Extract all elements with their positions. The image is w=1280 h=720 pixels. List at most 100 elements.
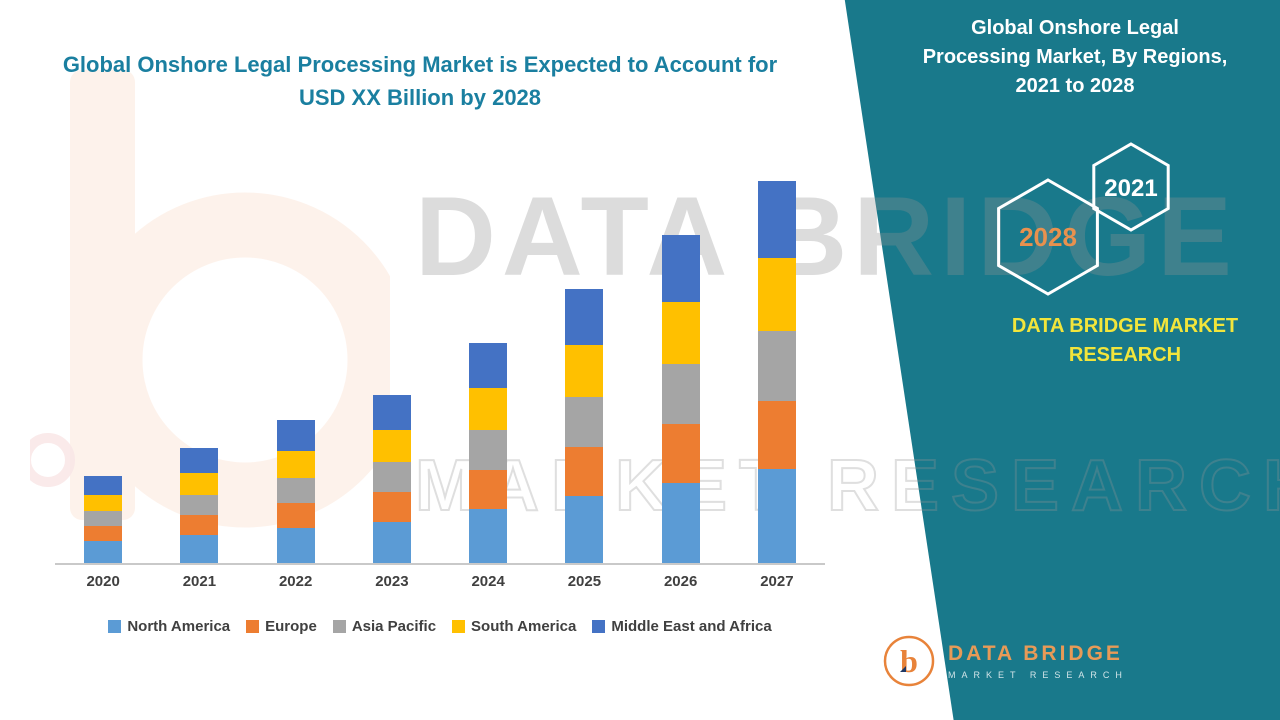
bar-column-2020 xyxy=(55,165,151,563)
legend-item: Asia Pacific xyxy=(332,618,437,635)
x-axis-label: 2021 xyxy=(182,573,217,590)
bar-stack xyxy=(469,343,508,563)
legend-swatch xyxy=(592,620,606,633)
legend-swatch xyxy=(108,620,122,633)
bar-segment xyxy=(84,495,123,511)
x-axis-label: 2026 xyxy=(663,573,698,590)
legend-label: Europe xyxy=(265,618,317,635)
bar-segment xyxy=(180,448,219,473)
hexagon-2021-shape xyxy=(1092,142,1170,232)
year-hexagons: 2028 2021 xyxy=(997,142,1170,296)
bar-segment xyxy=(565,345,604,397)
bar-segment xyxy=(276,528,315,563)
bar-stack xyxy=(372,395,411,563)
bar-segment xyxy=(757,258,796,331)
plot-area xyxy=(55,165,825,565)
footer-logo: b DATA BRIDGE MARKET RESEARCH xyxy=(882,634,1128,688)
footer-logo-name: DATA BRIDGE xyxy=(948,642,1123,665)
footer-logo-tagline: MARKET RESEARCH xyxy=(948,670,1128,680)
bar-stack xyxy=(180,448,219,563)
bar-stack xyxy=(661,235,700,563)
watermark-text-line2: MARKET RESEARCH xyxy=(414,445,1280,527)
bar-segment xyxy=(757,469,796,563)
legend-label: Middle East and Africa xyxy=(611,618,772,635)
hexagon-2028-shape xyxy=(997,178,1099,296)
footer-logo-text: DATA BRIDGE MARKET RESEARCH xyxy=(948,642,1128,680)
bar-column-2022 xyxy=(248,165,344,563)
bar-segment xyxy=(276,503,315,528)
bar-segment xyxy=(661,364,700,424)
hexagon-2028-label: 2028 xyxy=(1019,222,1077,252)
footer-logo-b-icon: b xyxy=(883,635,935,687)
bar-segment xyxy=(469,509,508,563)
bar-segment xyxy=(372,430,411,462)
brand-name-text: DATA BRIDGE MARKET RESEARCH xyxy=(1011,315,1239,366)
bar-segment xyxy=(276,451,315,478)
legend-label: South America xyxy=(471,618,577,635)
bar-segment xyxy=(372,492,411,522)
legend-swatch xyxy=(452,620,466,633)
bar-segment xyxy=(469,343,508,388)
legend-item: South America xyxy=(452,618,576,635)
legend-item: North America xyxy=(108,618,230,635)
bar-stack xyxy=(757,181,796,563)
bar-column-2023 xyxy=(344,165,440,563)
bar-segment xyxy=(757,181,796,258)
x-axis-label: 2022 xyxy=(278,573,313,590)
legend-label: North America xyxy=(127,618,231,635)
legend-item: Europe xyxy=(246,618,317,635)
bar-segment xyxy=(661,302,700,364)
bar-segment xyxy=(469,470,508,509)
bar-segment xyxy=(565,496,604,563)
bar-segment xyxy=(180,535,219,563)
bar-segment xyxy=(661,424,700,483)
bar-segment xyxy=(372,462,411,492)
bar-stack xyxy=(84,476,123,563)
x-axis-label: 2023 xyxy=(375,573,409,590)
chart-title: Global Onshore Legal Processing Market i… xyxy=(62,52,778,110)
bar-segment xyxy=(372,522,411,563)
watermark-text-line1: DATA BRIDGE xyxy=(415,174,1238,299)
svg-text:b: b xyxy=(900,643,918,679)
brand-b-watermark-icon xyxy=(30,70,390,528)
bar-segment xyxy=(565,447,604,496)
bar-segment xyxy=(565,397,604,447)
bar-segment xyxy=(565,289,604,345)
x-axis-label: 2025 xyxy=(567,573,602,590)
bar-segment xyxy=(757,331,796,401)
bar-segment xyxy=(84,541,123,563)
bar-segment xyxy=(276,478,315,503)
x-axis-label: 2027 xyxy=(760,573,794,590)
bar-segment xyxy=(180,473,219,495)
bar-segment xyxy=(84,526,123,541)
bar-column-2021 xyxy=(151,165,247,563)
bar-segment xyxy=(757,401,796,469)
bar-stack xyxy=(565,289,604,563)
bar-stack xyxy=(276,420,315,563)
legend-swatch xyxy=(246,620,260,633)
chart-legend: North America Europe Asia Pacific South Ame… xyxy=(55,618,825,635)
bar-segment xyxy=(84,476,123,495)
legend-swatch xyxy=(332,620,346,633)
bar-column-2027 xyxy=(729,165,825,563)
bar-segment xyxy=(84,511,123,526)
bar-segment xyxy=(276,420,315,451)
x-axis-label: 2024 xyxy=(471,573,505,590)
bar-segment xyxy=(180,515,219,535)
bar-segment xyxy=(469,430,508,470)
legend-item: Middle East and Africa xyxy=(592,618,772,635)
right-panel-title: Global Onshore Legal Processing Market, … xyxy=(915,14,1235,101)
legend-label: Asia Pacific xyxy=(351,618,437,635)
bar-segment xyxy=(661,235,700,302)
bar-segment xyxy=(180,495,219,515)
bar-segment xyxy=(372,395,411,430)
bar-segment xyxy=(469,388,508,430)
bar-column-2024 xyxy=(440,165,536,563)
x-axis-labels: 2020 2021 2022 2023 2024 2025 2026 2027 xyxy=(55,565,825,590)
bar-column-2026 xyxy=(633,165,729,563)
right-panel-period: 2021 to 2028 xyxy=(1015,75,1135,97)
bar-segment xyxy=(661,483,700,563)
right-panel-title-text: Global Onshore Legal Processing Market, … xyxy=(922,17,1228,68)
stacked-bar-chart: 2020 2021 2022 2023 2024 2025 2026 2027 North A… xyxy=(55,165,825,635)
